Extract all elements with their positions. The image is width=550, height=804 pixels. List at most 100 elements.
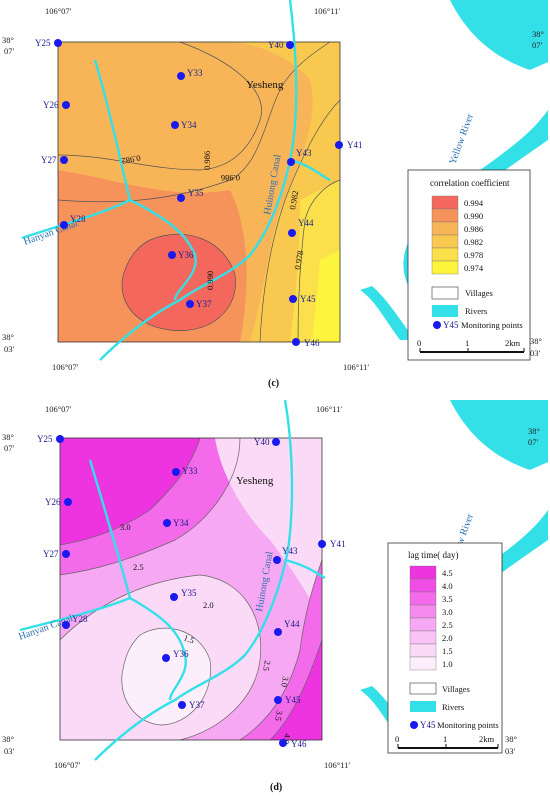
point-d-y41-label: Y41 xyxy=(330,539,346,549)
lat-d-bottom-left-1: 38° xyxy=(2,734,14,744)
point-d-y40-label: Y40 xyxy=(254,437,270,447)
contour-label-d-7: 3.5 xyxy=(273,710,285,722)
legend-d-label-3: 3.0 xyxy=(442,607,453,617)
scalebar-c-label-2: 2km xyxy=(505,338,521,348)
legend-c-title: correlation coefficient xyxy=(430,178,510,188)
legend-d: lag time( day) 4.54.03.53.02.52.01.51.0 … xyxy=(387,542,503,754)
point-c-y36-label: Y36 xyxy=(178,250,194,260)
point-d-y33 xyxy=(172,468,180,476)
point-d-y41 xyxy=(318,540,326,548)
point-d-y34-label: Y34 xyxy=(173,518,189,528)
legend-c-label-4: 0.978 xyxy=(464,250,483,260)
zone-d-right-darkest xyxy=(270,640,322,740)
zone-c-0990 xyxy=(122,234,236,331)
point-d-y34 xyxy=(163,519,171,527)
town-label-d: Yesheng xyxy=(236,475,274,487)
contour-c-1 xyxy=(57,41,262,171)
point-c-y41 xyxy=(335,141,343,149)
contour-d-2 xyxy=(59,437,241,576)
coord-c-bottom-left: 106°07′ xyxy=(52,362,79,372)
contour-d-6 xyxy=(269,639,323,741)
panel-c: Yesheng Hanyan Canal Huinong Canal Yello… xyxy=(2,0,548,389)
contour-d-1 xyxy=(59,437,201,546)
point-c-y27 xyxy=(60,156,68,164)
contour-label-c-3: 0.986 xyxy=(202,151,212,170)
map-c-frame xyxy=(57,41,341,343)
coord-d-bottom-left: 106°07′ xyxy=(54,760,81,770)
contour-label-d-1: 3.0 xyxy=(120,522,131,532)
contour-label-d-2: 2.5 xyxy=(133,562,144,572)
lat-d-top-left-2: 07′ xyxy=(4,443,15,453)
lat-c-bottom-left-2: 03′ xyxy=(4,344,15,354)
canals-d xyxy=(19,399,326,761)
legend-c-swatch-1 xyxy=(431,208,459,223)
zone-c-0974 xyxy=(312,250,340,342)
scalebar-d-label-2: 2km xyxy=(479,734,495,744)
legend-d-rivers: Rivers xyxy=(442,702,464,712)
point-d-y36-label: Y36 xyxy=(173,649,189,659)
lat-d-bottom-right-2: 03′ xyxy=(505,746,516,756)
legend-d-monitoring: Monitoring points xyxy=(437,720,499,730)
legend-d-label-2: 3.5 xyxy=(442,594,453,604)
point-d-y40 xyxy=(272,438,280,446)
point-c-y37-label: Y37 xyxy=(196,299,212,309)
legend-d-label-4: 2.5 xyxy=(442,620,453,630)
point-c-y33 xyxy=(177,72,185,80)
point-d-y35-label: Y35 xyxy=(181,588,197,598)
coord-d-top-right: 106°11′ xyxy=(316,404,342,414)
legend-c-label-2: 0.986 xyxy=(464,224,483,234)
contour-label-c-1: 0.982 xyxy=(121,153,142,166)
legend-d-swatches: 4.5 4.0 3.5 3.0 2.5 2.0 1.5 1.0 xyxy=(409,565,453,671)
point-c-y43 xyxy=(287,158,295,166)
legend-c-label-5: 0.974 xyxy=(464,263,484,273)
point-d-y26 xyxy=(64,498,72,506)
point-d-y45 xyxy=(274,696,282,704)
contour-d-3 xyxy=(59,574,262,741)
legend-d-swatch-6 xyxy=(409,643,437,658)
point-c-y40 xyxy=(286,41,294,49)
legend-c-swatch-3 xyxy=(431,234,459,249)
point-c-y26-label: Y26 xyxy=(43,100,59,110)
point-c-y28-label: Y28 xyxy=(70,214,86,224)
point-d-y27-label: Y27 xyxy=(43,549,59,559)
point-d-y25-label: Y25 xyxy=(37,434,53,444)
coord-d-bottom-right: 106°11′ xyxy=(324,760,350,770)
scalebar-c-label-1: 1 xyxy=(465,338,469,348)
contour-c-5 xyxy=(297,179,341,343)
contour-d-5 xyxy=(239,559,323,741)
contour-label-c-4: 0.982 xyxy=(287,190,300,211)
legend-d-villages-swatch xyxy=(409,682,437,695)
legend-c-point-sample: Y45 xyxy=(443,320,459,330)
legend-d-label-6: 1.5 xyxy=(442,646,453,656)
point-d-y45-label: Y45 xyxy=(285,695,301,705)
point-c-y37 xyxy=(186,300,194,308)
lat-c-top-left-1: 38° xyxy=(2,35,14,45)
zone-d-high xyxy=(60,438,200,545)
point-c-y26 xyxy=(62,101,70,109)
legend-c-label-0: 0.994 xyxy=(464,198,484,208)
legend-c-point-icon xyxy=(433,321,441,329)
lat-c-bottom-left-1: 38° xyxy=(2,332,14,342)
point-d-y44-label: Y44 xyxy=(284,619,300,629)
point-c-y28 xyxy=(60,221,68,229)
lat-c-top-left-2: 07′ xyxy=(4,46,15,56)
point-c-y45 xyxy=(289,295,297,303)
legend-c-villages-swatch xyxy=(431,286,459,300)
point-c-y25 xyxy=(54,39,62,47)
map-d-frame xyxy=(59,437,323,741)
contour-label-c-6: 0.990 xyxy=(205,271,215,290)
point-c-y35 xyxy=(177,194,185,202)
legend-c-swatch-0 xyxy=(431,195,459,210)
point-c-y34 xyxy=(171,121,179,129)
zone-d-1 xyxy=(121,628,211,725)
caption-c: (c) xyxy=(268,378,279,389)
monitoring-points-c: Y25 Y26 Y27 Y28 Y33 Y34 Y35 Y36 Y37 Y40 … xyxy=(35,38,363,348)
point-c-y43-label: Y43 xyxy=(296,148,312,158)
point-c-y35-label: Y35 xyxy=(188,188,204,198)
lat-d-top-left-1: 38° xyxy=(2,432,14,442)
point-d-y46-label: Y46 xyxy=(291,739,307,749)
lat-c-bottom-right-2: 03′ xyxy=(530,348,541,358)
coord-c-top-right: 106°11′ xyxy=(314,6,340,16)
point-d-y28 xyxy=(62,621,70,629)
